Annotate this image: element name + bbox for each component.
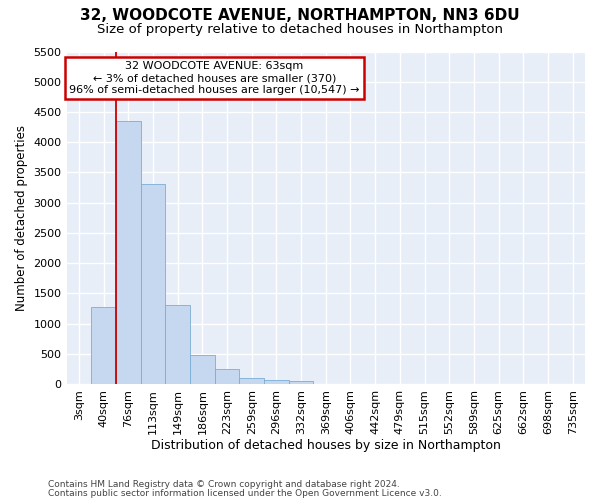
X-axis label: Distribution of detached houses by size in Northampton: Distribution of detached houses by size … — [151, 440, 501, 452]
Text: Contains public sector information licensed under the Open Government Licence v3: Contains public sector information licen… — [48, 488, 442, 498]
Text: 32, WOODCOTE AVENUE, NORTHAMPTON, NN3 6DU: 32, WOODCOTE AVENUE, NORTHAMPTON, NN3 6D… — [80, 8, 520, 22]
Y-axis label: Number of detached properties: Number of detached properties — [15, 124, 28, 310]
Bar — [289, 381, 313, 384]
Bar — [140, 184, 165, 384]
Bar — [165, 306, 190, 384]
Bar — [239, 378, 264, 384]
Bar — [116, 121, 140, 384]
Text: 32 WOODCOTE AVENUE: 63sqm
← 3% of detached houses are smaller (370)
96% of semi-: 32 WOODCOTE AVENUE: 63sqm ← 3% of detach… — [69, 62, 359, 94]
Text: Contains HM Land Registry data © Crown copyright and database right 2024.: Contains HM Land Registry data © Crown c… — [48, 480, 400, 489]
Bar — [190, 355, 215, 384]
Bar — [215, 370, 239, 384]
Bar — [91, 306, 116, 384]
Bar — [264, 380, 289, 384]
Text: Size of property relative to detached houses in Northampton: Size of property relative to detached ho… — [97, 22, 503, 36]
